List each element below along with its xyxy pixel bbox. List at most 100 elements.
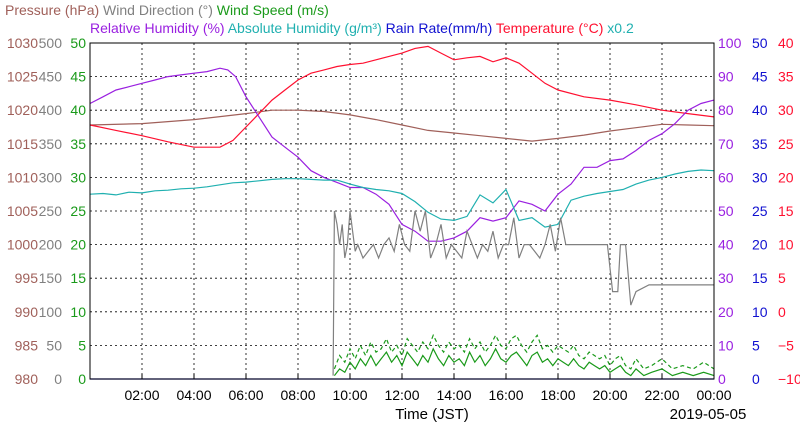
y-tick-pressure: 1015 (7, 136, 38, 152)
y-tick-wind-speed: 0 (78, 371, 86, 387)
title-item-wind-speed-m-s: Wind Speed (m/s) (213, 2, 329, 18)
chart-axes: 1030102510201015101010051000995990985980… (7, 35, 800, 403)
series-pressure-hpa (89, 109, 715, 142)
y-tick-wind-speed: 15 (70, 270, 86, 286)
x-tick-label: 16:00 (488, 387, 523, 403)
series-wind-direction (332, 210, 714, 376)
y-tick-relative-humidity: 100 (718, 35, 742, 51)
y-tick-wind-speed: 30 (70, 169, 86, 185)
y-tick-wind-direction: 100 (39, 304, 63, 320)
y-tick-wind-direction: 350 (39, 136, 63, 152)
x-tick-label: 12:00 (384, 387, 419, 403)
y-tick-pressure: 1025 (7, 69, 38, 85)
y-tick-temperature: 30 (778, 102, 794, 118)
x-tick-label: 08:00 (280, 387, 315, 403)
y-tick-rain-rate: 50 (752, 35, 768, 51)
x-tick-label: 22:00 (644, 387, 679, 403)
y-tick-wind-direction: 500 (39, 35, 63, 51)
y-tick-pressure: 985 (15, 337, 39, 353)
date-label: 2019-05-05 (670, 406, 747, 423)
y-tick-wind-direction: 50 (46, 337, 62, 353)
y-tick-pressure: 1020 (7, 102, 38, 118)
y-tick-relative-humidity: 0 (718, 371, 726, 387)
y-tick-relative-humidity: 40 (718, 237, 734, 253)
y-tick-wind-direction: 300 (39, 169, 63, 185)
series-temperature-c (89, 45, 715, 148)
y-tick-rain-rate: 10 (752, 304, 768, 320)
y-tick-temperature: −5 (778, 337, 794, 353)
y-tick-wind-direction: 400 (39, 102, 63, 118)
y-tick-rain-rate: 35 (752, 136, 768, 152)
y-tick-pressure: 995 (15, 270, 39, 286)
y-tick-pressure: 1005 (7, 203, 38, 219)
y-tick-wind-speed: 10 (70, 304, 86, 320)
y-tick-wind-direction: 200 (39, 237, 63, 253)
x-tick-label: 00:00 (696, 387, 731, 403)
y-tick-relative-humidity: 30 (718, 270, 734, 286)
y-tick-temperature: 10 (778, 237, 794, 253)
y-tick-temperature: 25 (778, 136, 794, 152)
y-tick-temperature: 35 (778, 69, 794, 85)
y-tick-rain-rate: 0 (752, 371, 760, 387)
y-tick-temperature: −10 (778, 371, 800, 387)
y-tick-relative-humidity: 70 (718, 136, 734, 152)
y-tick-pressure: 1000 (7, 237, 38, 253)
y-tick-rain-rate: 45 (752, 69, 768, 85)
title-item-absolute-humidity-g-m: Absolute Humidity (g/m³) (225, 20, 382, 36)
y-tick-temperature: 20 (778, 169, 794, 185)
x-tick-label: 14:00 (436, 387, 471, 403)
y-tick-wind-speed: 20 (70, 237, 86, 253)
series-relative-humidity (89, 67, 715, 242)
x-axis-label: Time (JST) (395, 406, 469, 423)
chart-grid (90, 43, 714, 379)
y-tick-rain-rate: 5 (752, 337, 760, 353)
y-tick-wind-speed: 50 (70, 35, 86, 51)
y-tick-wind-speed: 45 (70, 69, 86, 85)
y-tick-pressure: 1010 (7, 169, 38, 185)
y-tick-temperature: 0 (778, 304, 786, 320)
title-item-wind-direction: Wind Direction (°) (99, 2, 213, 18)
series-absolute-humidity-g-m (89, 169, 715, 228)
series-wind-speed-m-s (333, 347, 715, 377)
title-item-relative-humidity: Relative Humidity (%) (90, 20, 225, 36)
series-wind-speed-gust-m-s (333, 333, 715, 370)
x-tick-label: 18:00 (540, 387, 575, 403)
y-tick-relative-humidity: 80 (718, 102, 734, 118)
y-tick-wind-direction: 250 (39, 203, 63, 219)
y-tick-wind-speed: 35 (70, 136, 86, 152)
y-tick-wind-speed: 40 (70, 102, 86, 118)
y-tick-rain-rate: 30 (752, 169, 768, 185)
y-tick-temperature: 5 (778, 270, 786, 286)
y-tick-wind-direction: 450 (39, 69, 63, 85)
title-item-pressure-hpa: Pressure (hPa) (5, 2, 99, 18)
chart-title-line-2: Relative Humidity (%) Absolute Humidity … (90, 20, 634, 36)
x-tick-label: 04:00 (176, 387, 211, 403)
y-tick-rain-rate: 25 (752, 203, 768, 219)
y-tick-wind-speed: 25 (70, 203, 86, 219)
y-tick-temperature: 15 (778, 203, 794, 219)
y-tick-relative-humidity: 10 (718, 337, 734, 353)
y-tick-pressure: 990 (15, 304, 39, 320)
title-item-temperature-c: Temperature (°C) (492, 20, 603, 36)
title-item-x0-2: x0.2 (603, 20, 634, 36)
y-tick-wind-speed: 5 (78, 337, 86, 353)
x-tick-label: 02:00 (124, 387, 159, 403)
y-tick-relative-humidity: 90 (718, 69, 734, 85)
x-tick-label: 10:00 (332, 387, 367, 403)
x-tick-label: 06:00 (228, 387, 263, 403)
y-tick-relative-humidity: 50 (718, 203, 734, 219)
y-tick-relative-humidity: 60 (718, 169, 734, 185)
y-tick-pressure: 1030 (7, 35, 38, 51)
title-item-rain-rate-mm-h: Rain Rate(mm/h) (382, 20, 492, 36)
y-tick-wind-direction: 0 (54, 371, 62, 387)
y-tick-rain-rate: 15 (752, 270, 768, 286)
chart-title-line-1: Pressure (hPa) Wind Direction (°) Wind S… (5, 2, 329, 18)
y-tick-temperature: 40 (778, 35, 794, 51)
y-tick-rain-rate: 40 (752, 102, 768, 118)
y-tick-wind-direction: 150 (39, 270, 63, 286)
y-tick-pressure: 980 (15, 371, 39, 387)
y-tick-rain-rate: 20 (752, 237, 768, 253)
y-tick-relative-humidity: 20 (718, 304, 734, 320)
